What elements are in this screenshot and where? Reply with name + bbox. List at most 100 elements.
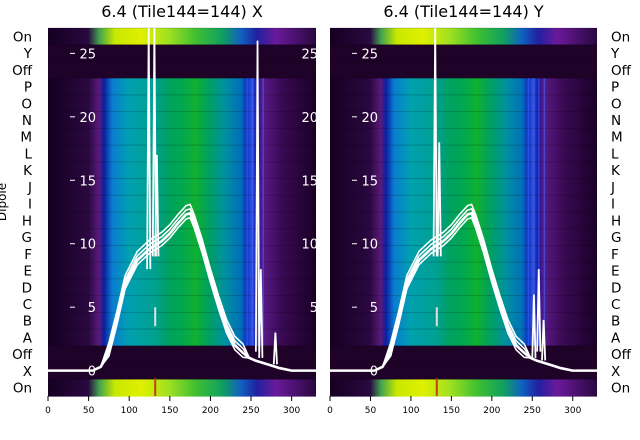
dipole-label: Off: [12, 347, 33, 363]
heatmap-row: [48, 94, 316, 113]
y-tick-label: 25: [79, 47, 96, 62]
heatmap-row: [330, 145, 597, 163]
off-band: [48, 362, 316, 380]
heatmap-row: [330, 262, 597, 280]
chart-title: 6.4 (Tile144=144) X: [101, 2, 263, 21]
heatmap-row: [330, 278, 597, 297]
dipole-label: Y: [23, 46, 33, 62]
heatmap-row: [48, 161, 316, 180]
heatmap-row: [48, 262, 316, 280]
overlay-spike: [146, 27, 152, 270]
heatmap-row: [48, 145, 316, 163]
dipole-label: L: [611, 146, 619, 162]
heatmap-row: [48, 228, 316, 247]
y-axis-label: Dipole: [0, 183, 9, 221]
heatmap-row: [330, 28, 597, 46]
x-tick-label: 0: [327, 406, 333, 416]
dipole-label: A: [23, 330, 33, 346]
x-tick-label: 250: [524, 406, 541, 416]
x-tick-label: 50: [83, 406, 95, 416]
off-band: [48, 61, 316, 79]
y-tick-label: 20: [361, 111, 378, 126]
heatmap-row: [48, 111, 316, 129]
heatmap-row: [48, 379, 316, 397]
dipole-label: P: [24, 80, 32, 96]
dipole-label: L: [24, 146, 32, 162]
heatmap-row: [48, 128, 316, 146]
y-tick-label: 10: [301, 238, 318, 253]
dipole-label: On: [13, 29, 32, 45]
overlay-spike: [258, 269, 264, 358]
heatmap-row: [48, 245, 316, 263]
y-tick-label: 15: [301, 174, 318, 189]
overlay-spike: [531, 294, 537, 358]
y-tick-label: 20: [301, 111, 318, 126]
off-band: [330, 345, 597, 363]
dipole-label: K: [611, 163, 621, 179]
dipole-label: I: [28, 197, 32, 213]
dipole-label: P: [611, 80, 619, 96]
dipole-label: Off: [12, 63, 33, 79]
dipole-label: C: [611, 297, 620, 313]
y-tick-label: 25: [361, 47, 378, 62]
heatmap-row: [330, 128, 597, 146]
x-tick-label: 200: [483, 406, 500, 416]
dipole-label: F: [24, 247, 32, 263]
overlay-spike: [432, 27, 438, 257]
heatmap-row: [330, 329, 597, 347]
heatmap-row: [330, 78, 597, 96]
dipole-label: X: [611, 364, 620, 380]
x-tick-label: 100: [402, 406, 419, 416]
overlay-spike: [255, 40, 261, 352]
dipole-label: N: [22, 113, 32, 129]
dipole-label: E: [23, 264, 32, 280]
off-band: [330, 362, 597, 380]
off-band: [48, 44, 316, 62]
x-tick-label: 150: [161, 406, 178, 416]
y-tick-label: 10: [361, 238, 378, 253]
dipole-label: G: [611, 230, 621, 246]
x-tick-label: 50: [365, 406, 377, 416]
off-band: [330, 44, 597, 62]
x-tick-label: 250: [242, 406, 259, 416]
heatmap-row: [330, 178, 597, 196]
heatmap-row: [330, 161, 597, 180]
overlay-spike: [154, 154, 160, 257]
y-tick-label: 25: [301, 47, 318, 62]
x-tick-label: 300: [283, 406, 300, 416]
y-tick-label: 0: [88, 365, 96, 380]
dipole-label: B: [611, 314, 620, 330]
overlay-line: [48, 203, 316, 372]
dipole-label: O: [21, 96, 32, 112]
dipole-label: J: [27, 180, 32, 196]
overlay-spike: [272, 332, 278, 365]
dipole-label: Off: [611, 63, 632, 79]
y-tick-label: 5: [310, 301, 318, 316]
heatmap-row: [48, 295, 316, 313]
dipole-label: O: [611, 96, 622, 112]
dipole-label: C: [23, 297, 32, 313]
dipole-label: A: [611, 330, 621, 346]
dipole-label: B: [23, 314, 32, 330]
heatmap-row: [330, 228, 597, 247]
y-tick-label: 15: [361, 174, 378, 189]
heatmap-row: [330, 379, 597, 397]
x-tick-label: 200: [202, 406, 219, 416]
heatmap-row: [48, 278, 316, 297]
y-tick-label: 5: [370, 301, 378, 316]
dipole-label: H: [22, 213, 32, 229]
y-tick-label: 5: [88, 301, 96, 316]
dipole-label: On: [13, 381, 32, 397]
chart-title: 6.4 (Tile144=144) Y: [383, 2, 544, 21]
heatmap-row: [48, 28, 316, 46]
dipole-label: J: [610, 180, 615, 196]
heatmap-row: [330, 295, 597, 313]
dipole-label: D: [611, 280, 621, 296]
overlay-line: [330, 203, 597, 372]
heatmap-row: [48, 195, 316, 213]
dipole-label: M: [611, 130, 623, 146]
x-tick-label: 100: [121, 406, 138, 416]
dipole-label: On: [611, 29, 630, 45]
